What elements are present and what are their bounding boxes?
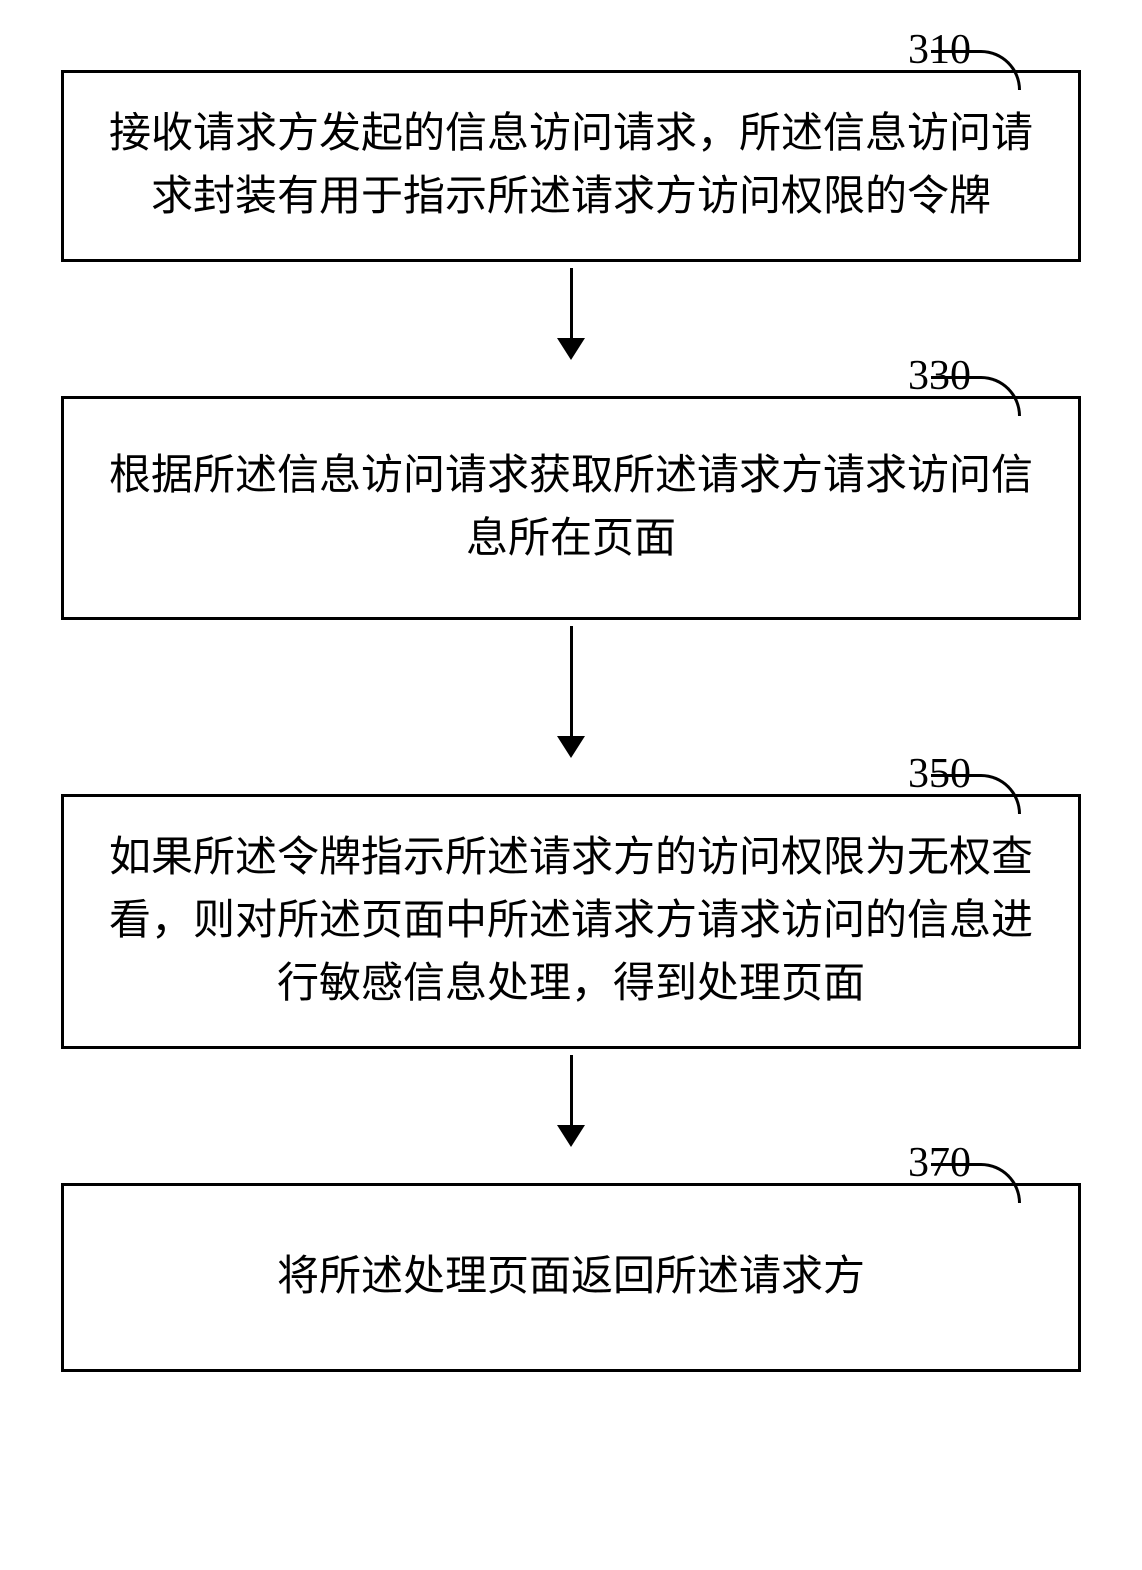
arrow-head bbox=[557, 338, 585, 360]
flowchart-container: 310 接收请求方发起的信息访问请求，所述信息访问请求封装有用于指示所述请求方访… bbox=[61, 40, 1081, 1372]
step-box: 接收请求方发起的信息访问请求，所述信息访问请求封装有用于指示所述请求方访问权限的… bbox=[61, 70, 1081, 262]
arrow-icon bbox=[557, 268, 585, 360]
step-330: 330 根据所述信息访问请求获取所述请求方请求访问信息所在页面 bbox=[61, 396, 1081, 620]
arrow-shaft bbox=[570, 1055, 573, 1125]
arrow-shaft bbox=[570, 268, 573, 338]
arrow-head bbox=[557, 736, 585, 758]
step-box: 将所述处理页面返回所述请求方 bbox=[61, 1183, 1081, 1372]
step-350: 350 如果所述令牌指示所述请求方的访问权限为无权查看，则对所述页面中所述请求方… bbox=[61, 794, 1081, 1049]
arrow-head bbox=[557, 1125, 585, 1147]
step-310: 310 接收请求方发起的信息访问请求，所述信息访问请求封装有用于指示所述请求方访… bbox=[61, 70, 1081, 262]
arrow-shaft bbox=[570, 626, 573, 736]
step-label: 330 bbox=[908, 352, 971, 400]
step-box: 如果所述令牌指示所述请求方的访问权限为无权查看，则对所述页面中所述请求方请求访问… bbox=[61, 794, 1081, 1049]
arrow-icon bbox=[557, 1055, 585, 1147]
step-370: 370 将所述处理页面返回所述请求方 bbox=[61, 1183, 1081, 1372]
arrow-icon bbox=[557, 626, 585, 758]
step-box: 根据所述信息访问请求获取所述请求方请求访问信息所在页面 bbox=[61, 396, 1081, 620]
step-label: 350 bbox=[908, 750, 971, 798]
step-label: 310 bbox=[908, 26, 971, 74]
step-label: 370 bbox=[908, 1139, 971, 1187]
